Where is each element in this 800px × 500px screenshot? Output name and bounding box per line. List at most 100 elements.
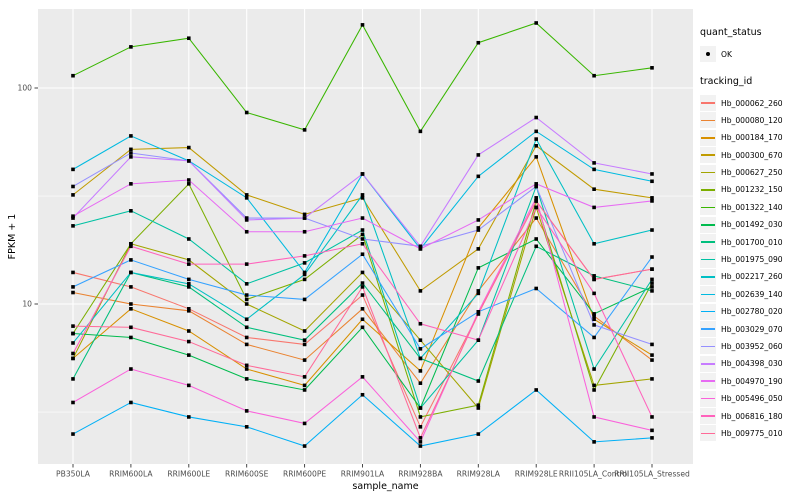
data-point — [418, 356, 423, 361]
data-point — [476, 174, 481, 179]
data-point — [129, 151, 133, 155]
legend-item-Hb_001700_010: Hb_001700_010 — [700, 234, 800, 251]
data-point — [592, 314, 596, 318]
data-point — [244, 193, 249, 197]
legend-key — [700, 164, 716, 181]
line-key-icon — [701, 154, 715, 156]
data-point — [476, 403, 481, 408]
data-point — [244, 367, 249, 371]
legend-item-Hb_006816_180: Hb_006816_180 — [700, 408, 800, 425]
data-point — [476, 153, 481, 157]
line-key-icon — [701, 415, 715, 417]
data-point — [592, 167, 596, 172]
data-point — [534, 144, 538, 148]
data-point — [650, 255, 654, 259]
data-point — [650, 267, 654, 271]
data-point — [129, 45, 133, 49]
data-point — [244, 218, 249, 222]
data-point — [244, 317, 249, 322]
x-tick-label: RRIM600LE — [167, 470, 210, 479]
line-key-icon — [701, 432, 715, 435]
data-point — [187, 329, 191, 333]
data-point — [476, 432, 481, 436]
data-point — [534, 155, 538, 159]
data-point — [476, 247, 481, 251]
data-point — [360, 193, 365, 197]
line-key-icon — [701, 276, 715, 278]
data-point — [302, 272, 307, 277]
data-point — [244, 335, 249, 340]
data-point — [360, 216, 365, 220]
legend-key — [700, 147, 716, 164]
line-key-icon — [701, 119, 715, 122]
data-point — [302, 216, 307, 220]
data-point — [418, 444, 423, 448]
data-point — [418, 440, 423, 444]
data-point — [650, 436, 654, 440]
legend-item-Hb_001232_150: Hb_001232_150 — [700, 181, 800, 198]
y-axis-title: FPKM + 1 — [7, 214, 18, 260]
data-point — [244, 409, 249, 413]
data-point — [187, 339, 191, 344]
data-point — [360, 285, 365, 289]
line-key-icon — [701, 310, 715, 313]
data-point — [244, 425, 249, 429]
legend-item-Hb_005496_050: Hb_005496_050 — [700, 390, 800, 407]
data-point — [534, 21, 538, 25]
legend-key — [700, 425, 716, 442]
data-point — [244, 196, 249, 200]
data-point — [418, 406, 423, 410]
line-key-icon — [701, 136, 715, 139]
line-key-icon — [701, 293, 715, 296]
data-point — [302, 261, 307, 265]
legend-item-Hb_001975_090: Hb_001975_090 — [700, 251, 800, 268]
legend-key — [700, 234, 716, 251]
legend-item-Hb_000062_260: Hb_000062_260 — [700, 95, 800, 111]
data-point — [418, 129, 423, 134]
legend-item-Hb_000184_170: Hb_000184_170 — [700, 129, 800, 146]
data-point — [592, 187, 596, 192]
data-point — [129, 134, 133, 138]
data-point — [360, 237, 365, 241]
data-point — [71, 341, 75, 345]
data-point — [187, 353, 191, 357]
data-point — [187, 262, 191, 266]
legend-key — [700, 112, 716, 129]
data-point — [418, 425, 423, 429]
data-point — [244, 262, 249, 266]
data-point — [129, 400, 133, 405]
legend-item-label: Hb_005496_050 — [721, 394, 783, 404]
data-point — [592, 388, 596, 392]
data-point — [244, 282, 249, 286]
data-point — [302, 270, 307, 275]
legend-item-label: Hb_002780_020 — [721, 307, 783, 317]
data-point — [71, 193, 75, 197]
data-point — [302, 388, 307, 392]
data-point — [129, 302, 133, 306]
data-point — [129, 325, 133, 330]
data-point — [650, 342, 654, 347]
legend-item-Hb_000300_670: Hb_000300_670 — [700, 147, 800, 164]
data-point — [71, 270, 75, 275]
data-point — [476, 226, 481, 230]
data-point — [360, 325, 365, 330]
data-point — [650, 289, 654, 293]
legend-item-label: Hb_009775_010 — [721, 428, 783, 438]
line-key-icon — [701, 206, 715, 209]
legend-item-label: Hb_000184_170 — [721, 133, 783, 143]
data-point — [418, 381, 423, 385]
data-point — [302, 329, 307, 333]
legend-item-Hb_003029_070: Hb_003029_070 — [700, 321, 800, 338]
data-point — [129, 209, 133, 213]
data-point — [244, 342, 249, 347]
data-point — [534, 137, 538, 141]
data-point — [476, 266, 481, 270]
data-point — [476, 379, 481, 383]
legend-item-label: Hb_001700_010 — [721, 237, 783, 247]
x-tick-label: PB350LA — [56, 470, 91, 479]
x-tick-label: RRIM600LA — [109, 470, 153, 479]
x-tick-label: RRII105LA_Control — [559, 470, 629, 479]
data-point — [129, 241, 133, 246]
data-point — [534, 129, 538, 134]
